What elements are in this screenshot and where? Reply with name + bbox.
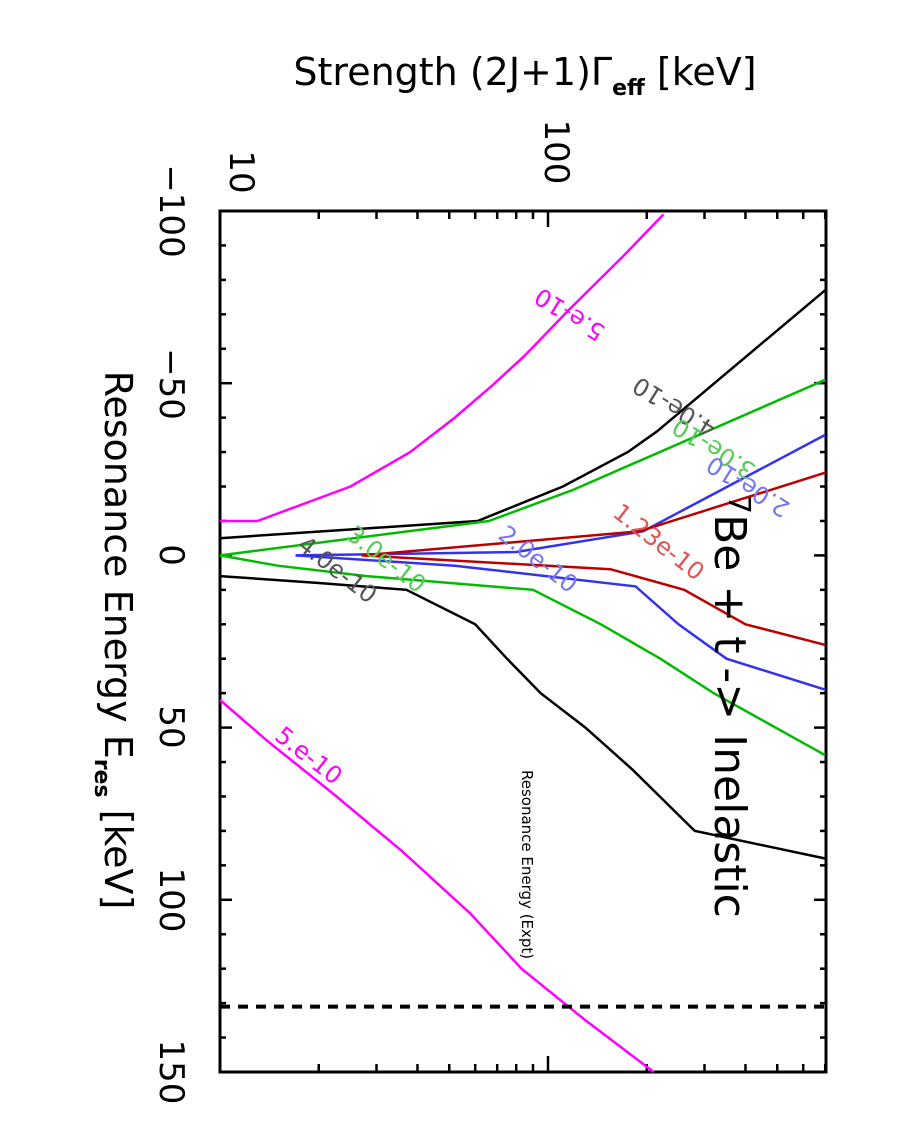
contour-line-2_0e-10-low-energy: [295, 433, 826, 557]
contour-line-4_0e-10-low-energy: [219, 289, 827, 540]
reaction-label: 7Be + t -> Inelastic: [704, 495, 756, 918]
energy-axis-title: Resonance Energy Eres [keV]: [89, 371, 140, 910]
contour-line-3_0e-10-high-energy: [219, 554, 826, 757]
contour-line-4_0e-10-high-energy: [219, 574, 826, 860]
contour-line-1_23e-10-low-energy: [361, 471, 826, 557]
tick-label-150: 150: [151, 1040, 191, 1105]
strength-tick-labels: 10 100: [221, 120, 576, 194]
contour-line-2_0e-10-high-energy: [295, 554, 826, 691]
tick-label-minus-100: −100: [151, 164, 191, 257]
contour-line-3_0e-10-low-energy: [219, 378, 826, 557]
contour-curves: [219, 213, 827, 1073]
expt-line-label: Resonance Energy (Expt): [518, 770, 536, 959]
strength-axis-title: Strength (2J+1)Γeff [keV]: [293, 50, 756, 101]
tick-label-10: 10: [221, 150, 261, 193]
energy-tick-labels: −100 −50 0 50 100 150: [151, 164, 191, 1104]
plot-frame: [218, 209, 828, 1074]
tick-label-100: 100: [536, 120, 576, 185]
contour-line-1_23e-10-high-energy: [361, 554, 826, 647]
tick-label-0: 0: [151, 544, 191, 566]
tick-label-50: 50: [151, 705, 191, 748]
tick-label-100: 100: [151, 868, 191, 933]
contour-line-5_e-10-low-energy: [220, 213, 665, 523]
tick-label-minus-50: −50: [151, 348, 191, 420]
contour-line-5_e-10-high-energy: [219, 699, 655, 1073]
